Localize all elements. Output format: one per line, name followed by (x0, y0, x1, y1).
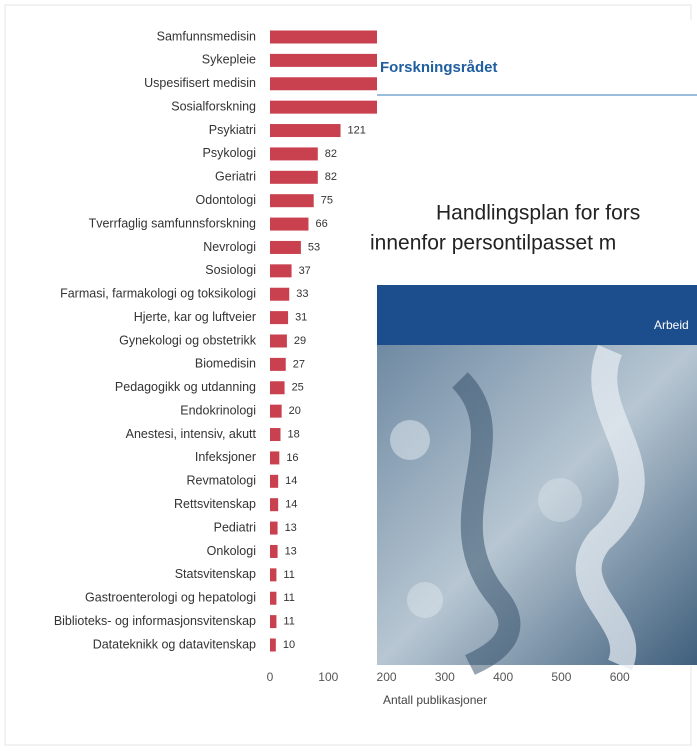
value-label: 121 (348, 124, 366, 136)
category-label: Tverrfaglig samfunnsforskning (89, 216, 256, 230)
icon (390, 420, 430, 460)
value-label: 14 (285, 499, 297, 511)
x-tick-label: 300 (435, 670, 455, 684)
category-label: Hjerte, kar og luftveier (134, 310, 256, 324)
category-label: Rettsvitenskap (174, 497, 256, 511)
category-label: Biomedisin (195, 357, 256, 371)
band-text: Arbeid (654, 318, 689, 332)
bar (270, 451, 279, 464)
category-label: Sosiologi (205, 263, 256, 277)
category-label: Biblioteks- og informasjonsvitenskap (54, 614, 256, 628)
category-label: Odontologi (196, 193, 256, 207)
icon (407, 582, 443, 618)
bar (270, 498, 278, 511)
bar (270, 545, 278, 558)
value-label: 37 (299, 265, 311, 277)
value-label: 82 (325, 148, 337, 160)
value-label: 53 (308, 241, 320, 253)
category-label: Sykepleie (202, 53, 256, 67)
value-label: 20 (289, 405, 301, 417)
category-label: Sosialforskning (171, 99, 256, 113)
bar (270, 147, 318, 160)
value-label: 31 (295, 312, 307, 324)
bar (270, 218, 308, 231)
bar (270, 405, 282, 418)
bar (270, 264, 292, 277)
page: 0 100 200 300 400 500 600 Antall publikasjoner S… (0, 0, 697, 751)
category-label: Onkologi (207, 544, 256, 558)
x-tick-label: 100 (318, 670, 338, 684)
category-label: Revmatologi (187, 474, 256, 488)
value-label: 13 (285, 522, 297, 534)
cover-band (377, 285, 697, 345)
value-label: 66 (315, 218, 327, 230)
cover-title: Handlingsplan for fors (436, 202, 640, 225)
category-label: Statsvitenskap (175, 567, 256, 581)
category-label: Uspesifisert medisin (144, 76, 256, 90)
category-label: Endokrinologi (180, 403, 256, 417)
category-label: Geriatri (215, 170, 256, 184)
value-label: 75 (321, 195, 333, 207)
cover-title: innenfor persontilpasset m (370, 232, 616, 255)
bar (270, 475, 278, 488)
bar (270, 639, 276, 652)
value-label: 25 (292, 382, 304, 394)
x-tick-label: 0 (267, 670, 274, 684)
x-tick-label: 400 (493, 670, 513, 684)
bar (270, 171, 318, 184)
bar (270, 335, 287, 348)
x-axis-title: Antall publikasjoner (383, 693, 487, 707)
bar (270, 522, 278, 535)
value-label: 18 (287, 428, 299, 440)
category-label: Datateknikk og datavitenskap (93, 637, 256, 651)
bar (270, 381, 285, 394)
x-tick-label: 600 (610, 670, 630, 684)
value-label: 14 (285, 475, 297, 487)
category-label: Nevrologi (203, 240, 256, 254)
bar (270, 615, 276, 628)
value-label: 27 (293, 358, 305, 370)
bar (270, 288, 289, 301)
value-label: 11 (283, 616, 294, 628)
category-label: Infeksjoner (195, 450, 256, 464)
x-tick-label: 500 (551, 670, 571, 684)
icon (538, 478, 582, 522)
bar (270, 101, 387, 114)
bar (270, 592, 276, 605)
bar (270, 358, 286, 371)
bar (270, 311, 288, 324)
category-label: Psykiatri (209, 123, 256, 137)
category-label: Anestesi, intensiv, akutt (126, 427, 257, 441)
value-label: 11 (283, 592, 294, 604)
category-label: Farmasi, farmakologi og toksikologi (60, 287, 256, 301)
category-label: Samfunnsmedisin (157, 29, 256, 43)
value-label: 11 (283, 569, 294, 581)
value-label: 10 (283, 639, 295, 651)
value-label: 29 (294, 335, 306, 347)
category-label: Pedagogikk og utdanning (115, 380, 256, 394)
bar (270, 194, 314, 207)
bar (270, 124, 341, 137)
brand: Forskningsrådet (380, 59, 498, 76)
category-label: Gynekologi og obstetrikk (119, 333, 257, 347)
category-label: Psykologi (203, 146, 257, 160)
value-label: 13 (285, 545, 297, 557)
x-tick-label: 200 (377, 670, 397, 684)
document-cover: Forskningsrådet Handlingsplan for fors i… (370, 20, 697, 666)
category-label: Gastroenterologi og hepatologi (85, 591, 256, 605)
screenshot: 0 100 200 300 400 500 600 Antall publikasjoner S… (0, 0, 697, 751)
bar (270, 241, 301, 254)
value-label: 82 (325, 171, 337, 183)
value-label: 33 (296, 288, 308, 300)
bar (270, 428, 280, 441)
category-label: Pediatri (214, 520, 256, 534)
value-label: 16 (286, 452, 298, 464)
bar (270, 568, 276, 581)
